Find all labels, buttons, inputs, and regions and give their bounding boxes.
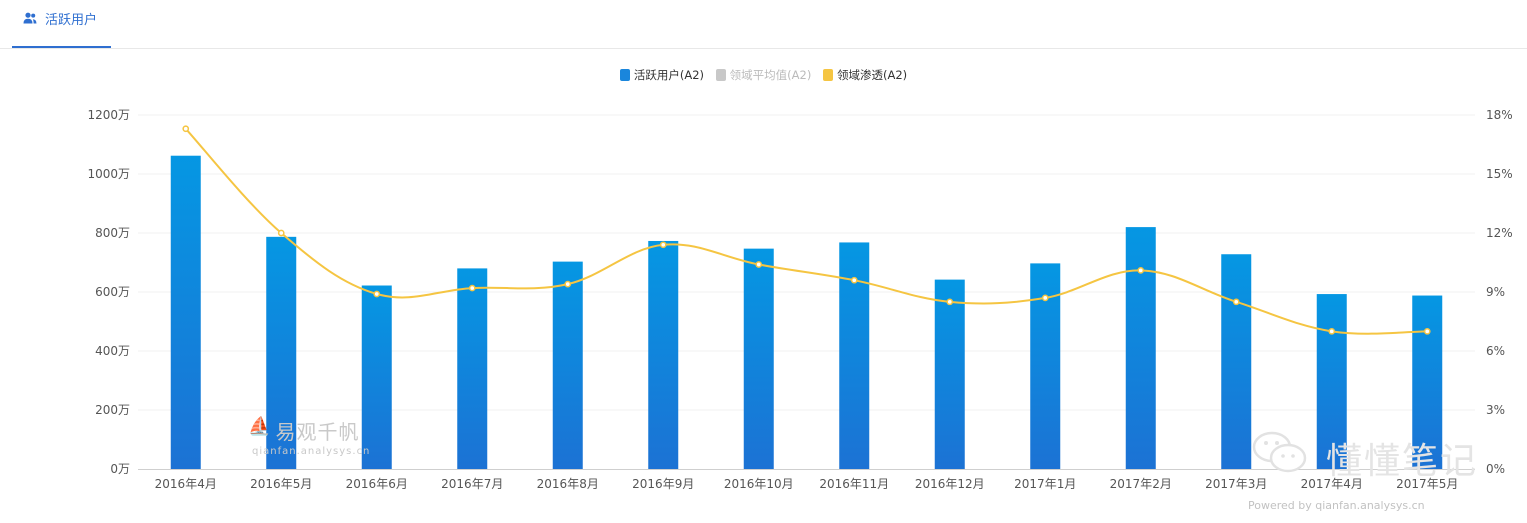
bar bbox=[1030, 263, 1061, 469]
x-tick-label: 2016年9月 bbox=[632, 477, 694, 491]
y-right-tick-label: 15% bbox=[1486, 167, 1513, 181]
y-right-tick-label: 18% bbox=[1486, 108, 1513, 122]
y-left-tick-label: 800万 bbox=[95, 226, 130, 240]
bar bbox=[648, 240, 679, 469]
tab-active-users[interactable]: 活跃用户 bbox=[12, 0, 111, 48]
legend-label: 领域渗透(A2) bbox=[836, 68, 908, 82]
sail-icon: ⛵ bbox=[248, 416, 271, 437]
legend-item-active-users[interactable]: 活跃用户(A2) bbox=[619, 67, 705, 83]
legend-swatch bbox=[822, 69, 833, 81]
legend-item-domain-penetration[interactable]: 领域渗透(A2) bbox=[822, 67, 908, 83]
line-point bbox=[373, 290, 381, 298]
y-right-tick-label: 3% bbox=[1486, 403, 1505, 417]
wechat-icon bbox=[1252, 431, 1307, 473]
x-tick-label: 2016年7月 bbox=[441, 477, 503, 491]
bar bbox=[170, 155, 201, 469]
watermark: ⛵ 易观千帆 qianfan.analysys.cn bbox=[248, 416, 369, 457]
line-point bbox=[1137, 267, 1145, 274]
bar bbox=[552, 261, 583, 469]
line-point bbox=[1041, 294, 1049, 302]
x-tick-label: 2017年5月 bbox=[1396, 477, 1458, 491]
x-tick-label: 2017年3月 bbox=[1205, 477, 1267, 491]
y-left-tick-label: 600万 bbox=[95, 285, 130, 299]
legend-label: 领域平均值(A2) bbox=[729, 68, 812, 82]
x-tick-label: 2016年4月 bbox=[155, 477, 217, 491]
x-tick-label: 2016年8月 bbox=[537, 477, 599, 491]
line-point bbox=[564, 280, 572, 288]
line-point bbox=[946, 298, 954, 306]
bar bbox=[266, 236, 297, 469]
watermark-url: qianfan.analysys.cn bbox=[252, 446, 371, 457]
y-right-tick-label: 9% bbox=[1486, 285, 1505, 299]
tab-bar: 活跃用户 bbox=[0, 0, 1527, 49]
x-tick-label: 2016年10月 bbox=[724, 477, 794, 491]
bar bbox=[934, 279, 965, 469]
y-right-tick-label: 0% bbox=[1486, 462, 1505, 476]
x-tick-label: 2016年12月 bbox=[915, 477, 985, 491]
powered-by: Powered by qianfan.analysys.cn bbox=[1248, 499, 1425, 512]
line-series bbox=[182, 125, 1431, 335]
bar bbox=[1412, 295, 1443, 469]
x-tick-label: 2016年5月 bbox=[250, 477, 312, 491]
y-left-tick-label: 1000万 bbox=[87, 167, 130, 181]
bar bbox=[1125, 227, 1156, 469]
line-point bbox=[468, 284, 476, 292]
users-icon bbox=[23, 12, 37, 24]
line-point bbox=[1423, 327, 1431, 335]
bar bbox=[457, 268, 488, 469]
line-point bbox=[1328, 327, 1336, 335]
line-point bbox=[659, 241, 667, 249]
bar bbox=[1221, 254, 1252, 469]
bar bbox=[743, 248, 774, 469]
legend-label: 活跃用户(A2) bbox=[633, 68, 705, 82]
x-tick-label: 2017年2月 bbox=[1110, 477, 1172, 491]
y-left-tick-label: 1200万 bbox=[87, 108, 130, 122]
watermark-title: 易观千帆 bbox=[275, 420, 360, 444]
line-point bbox=[1232, 298, 1240, 306]
y-left-tick-label: 0万 bbox=[110, 462, 130, 476]
y-right-tick-label: 12% bbox=[1486, 226, 1513, 240]
y-right-tick-label: 6% bbox=[1486, 344, 1505, 358]
bar bbox=[361, 285, 392, 469]
bar bbox=[1316, 294, 1347, 469]
line-point bbox=[277, 229, 285, 237]
line-point bbox=[755, 261, 763, 268]
x-tick-label: 2017年4月 bbox=[1301, 477, 1363, 491]
bar bbox=[839, 242, 870, 469]
legend-swatch bbox=[715, 69, 726, 81]
bar-series bbox=[170, 155, 1443, 469]
brand-name: 懂懂笔记 bbox=[1326, 441, 1479, 482]
x-tick-label: 2017年1月 bbox=[1014, 477, 1076, 491]
legend-swatch bbox=[619, 69, 630, 81]
line-point bbox=[850, 276, 858, 284]
tab-label: 活跃用户 bbox=[45, 13, 98, 28]
y-left-tick-label: 400万 bbox=[95, 344, 130, 358]
line-point bbox=[182, 125, 190, 133]
x-tick-label: 2016年11月 bbox=[819, 477, 889, 491]
y-left-tick-label: 200万 bbox=[95, 403, 130, 417]
chart-legend: 活跃用户(A2) 领域平均值(A2) 领域渗透(A2) bbox=[0, 67, 1527, 83]
x-tick-label: 2016年6月 bbox=[346, 477, 408, 491]
grid-lines bbox=[138, 114, 1475, 411]
axes: 0万 200万 400万 600万 800万 1000万 1200万 0% 3% 6% 9% 12% 1… bbox=[87, 108, 1512, 491]
legend-item-domain-average[interactable]: 领域平均值(A2) bbox=[715, 67, 812, 83]
